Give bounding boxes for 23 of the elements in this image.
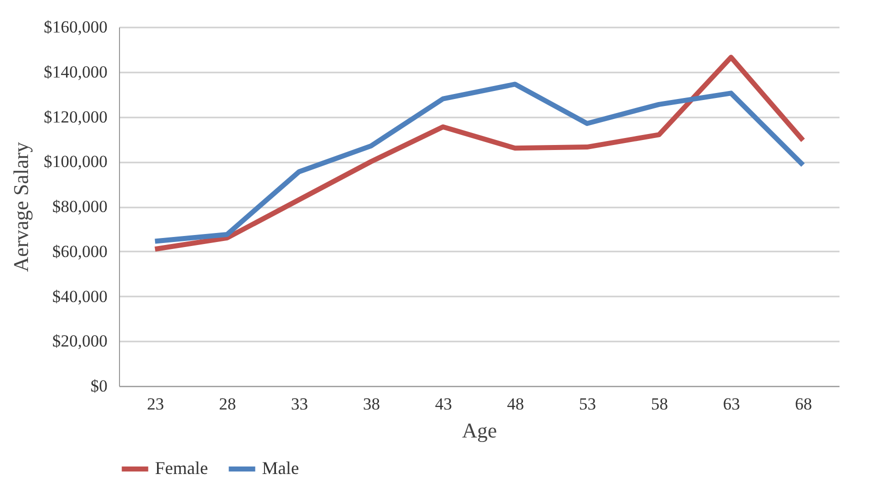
y-tick-label: $160,000: [44, 18, 108, 36]
y-tick-label: $100,000: [44, 152, 108, 172]
y-tick-label: $140,000: [44, 62, 108, 82]
y-tick-label: $80,000: [52, 197, 108, 216]
legend-label: Female: [155, 458, 208, 478]
x-tick-label: 28: [219, 394, 236, 414]
y-tick-label: $0: [90, 376, 108, 396]
x-tick-label: 68: [795, 394, 812, 414]
x-tick-label: 63: [723, 394, 740, 414]
y-tick-label: $120,000: [44, 107, 108, 126]
x-tick-label: 38: [363, 394, 380, 414]
y-axis-title: Aervage Salary: [8, 141, 33, 272]
x-tick-label: 48: [507, 394, 524, 414]
y-tick-label: $40,000: [52, 286, 108, 306]
x-tick-label: 53: [579, 394, 596, 414]
x-tick-label: 23: [147, 394, 164, 414]
x-tick-label: 58: [651, 394, 668, 414]
x-tick-label: 33: [291, 394, 308, 414]
y-tick-label: $60,000: [52, 242, 108, 261]
x-tick-label: 43: [435, 394, 452, 414]
x-axis-title: Age: [462, 418, 497, 442]
y-tick-label: $20,000: [52, 332, 108, 351]
legend-label: Male: [262, 458, 299, 478]
